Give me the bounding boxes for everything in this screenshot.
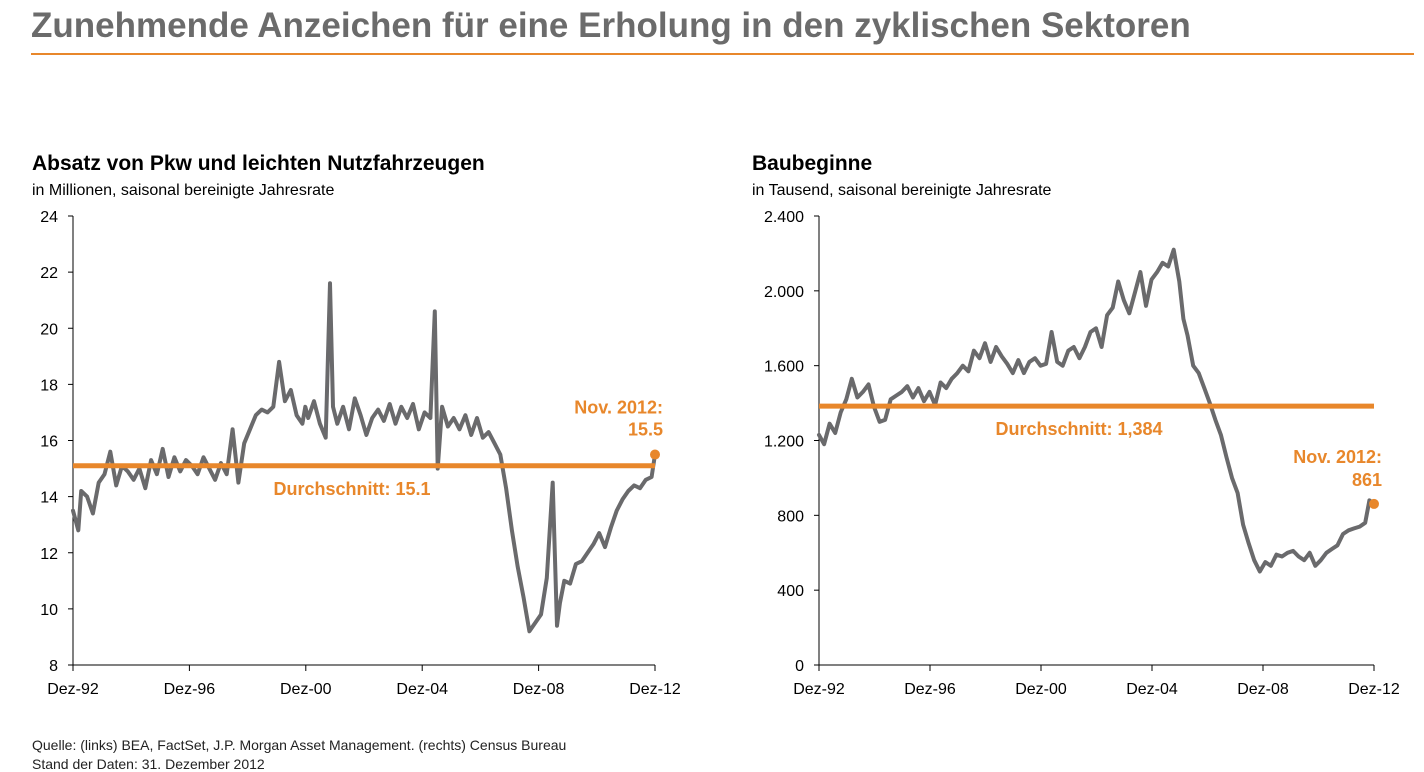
x-tick-label: Dez-92 xyxy=(793,681,845,698)
endpoint-label-date: Nov. 2012: xyxy=(1293,447,1382,467)
x-tick-label: Dez-04 xyxy=(1126,681,1178,698)
y-tick-label: 8 xyxy=(49,658,58,675)
x-tick-label: Dez-96 xyxy=(164,681,216,698)
page-title: Zunehmende Anzeichen für eine Erholung i… xyxy=(31,6,1191,45)
y-tick-label: 20 xyxy=(40,321,58,338)
chart-left-title: Absatz von Pkw und leichten Nutzfahrzeug… xyxy=(32,152,485,175)
y-tick-label: 0 xyxy=(795,658,804,675)
x-tick-label: Dez-96 xyxy=(904,681,956,698)
y-tick-label: 22 xyxy=(40,265,58,282)
chart-right-title: Baubeginne xyxy=(752,152,873,175)
y-tick-label: 1.600 xyxy=(764,359,804,376)
x-tick-label: Dez-92 xyxy=(47,681,99,698)
x-tick-label: Dez-04 xyxy=(396,681,448,698)
y-tick-label: 14 xyxy=(40,490,58,507)
y-tick-label: 24 xyxy=(40,209,58,226)
endpoint-marker xyxy=(1369,498,1379,509)
average-label: Durchschnitt: 1,384 xyxy=(995,419,1162,439)
y-tick-label: 16 xyxy=(40,434,58,451)
y-tick-label: 18 xyxy=(40,377,58,394)
y-tick-label: 400 xyxy=(777,583,804,600)
chart-right-subtitle: in Tausend, saisonal bereinigte Jahresra… xyxy=(752,182,1052,199)
y-tick-label: 2.400 xyxy=(764,209,804,226)
y-tick-label: 1.200 xyxy=(764,434,804,451)
x-tick-label: Dez-00 xyxy=(1015,681,1067,698)
y-tick-label: 10 xyxy=(40,602,58,619)
endpoint-label-value: 861 xyxy=(1352,470,1382,490)
chart-left-subtitle: in Millionen, saisonal bereinigte Jahres… xyxy=(32,182,335,199)
endpoint-marker xyxy=(650,449,660,460)
x-tick-label: Dez-00 xyxy=(280,681,332,698)
endpoint-label-value: 15.5 xyxy=(628,420,663,440)
x-tick-label: Dez-12 xyxy=(629,681,681,698)
x-tick-label: Dez-12 xyxy=(1348,681,1400,698)
x-tick-label: Dez-08 xyxy=(513,681,565,698)
y-tick-label: 12 xyxy=(40,546,58,563)
data-date-note: Stand der Daten: 31. Dezember 2012 xyxy=(32,756,265,772)
data-series-line xyxy=(817,247,1376,574)
x-tick-label: Dez-08 xyxy=(1237,681,1289,698)
source-note: Quelle: (links) BEA, FactSet, J.P. Morga… xyxy=(32,737,567,753)
title-rule xyxy=(31,53,1414,55)
average-label: Durchschnitt: 15.1 xyxy=(273,479,430,499)
y-tick-label: 2.000 xyxy=(764,284,804,301)
y-tick-label: 800 xyxy=(777,508,804,525)
endpoint-label-date: Nov. 2012: xyxy=(574,398,663,418)
